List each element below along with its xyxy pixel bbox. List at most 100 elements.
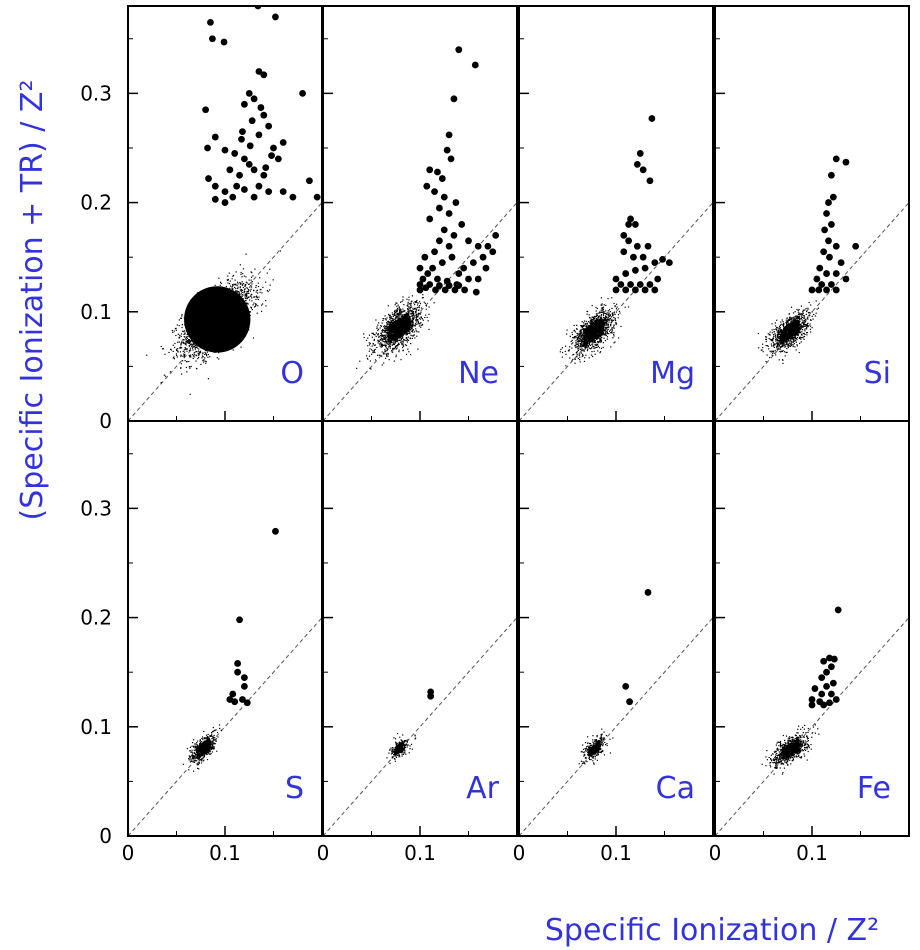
cloud-point — [398, 307, 400, 309]
cloud-point — [219, 335, 221, 337]
cloud-point — [214, 351, 216, 354]
cloud-point — [226, 347, 229, 349]
cloud-point — [199, 313, 202, 315]
cloud-point — [582, 341, 584, 343]
cloud-point — [588, 342, 590, 345]
data-point — [299, 89, 306, 97]
cloud-point — [199, 333, 202, 335]
data-point — [639, 253, 647, 261]
cloud-point — [580, 325, 582, 328]
cloud-point — [216, 297, 218, 299]
cloud-point — [574, 358, 576, 360]
cloud-point — [241, 319, 243, 321]
cloud-point — [377, 339, 379, 341]
cloud-point — [198, 329, 200, 332]
cloud-point — [243, 291, 245, 293]
cloud-point — [224, 319, 228, 322]
cloud-point — [614, 319, 617, 322]
cloud-point — [195, 306, 197, 308]
cloud-point — [202, 330, 205, 333]
cloud-point — [588, 357, 590, 359]
cloud-point — [415, 308, 417, 310]
cloud-point — [219, 299, 221, 302]
cloud-point — [396, 302, 398, 304]
cloud-point — [586, 310, 589, 313]
cloud-point — [206, 308, 208, 310]
cloud-point — [246, 287, 249, 289]
cloud-point — [602, 311, 604, 313]
cloud-point — [572, 337, 575, 339]
cloud-point — [209, 302, 211, 304]
cloud-point — [191, 333, 193, 335]
cloud-point — [192, 326, 194, 328]
cloud-point — [381, 330, 383, 332]
cloud-point — [374, 359, 377, 361]
cloud-point — [231, 330, 233, 332]
cloud-point — [240, 346, 242, 348]
cloud-point — [224, 301, 227, 304]
cloud-point — [240, 315, 243, 317]
cloud-point — [575, 342, 577, 344]
cloud-point — [239, 287, 241, 289]
cloud-point — [578, 338, 581, 340]
cloud-point — [219, 344, 221, 346]
cloud-point — [207, 317, 210, 320]
cloud-point — [232, 309, 234, 311]
cloud-point — [611, 327, 613, 329]
cloud-point — [209, 307, 211, 309]
cloud-point — [234, 310, 236, 312]
cloud-point — [215, 301, 217, 303]
cloud-point — [583, 340, 586, 343]
cloud-point — [208, 307, 211, 309]
cloud-point — [180, 355, 182, 357]
cloud-point — [227, 335, 229, 337]
cloud-point — [229, 293, 232, 295]
cloud-point — [601, 304, 603, 306]
cloud-point — [209, 305, 212, 308]
cloud-point — [195, 318, 197, 320]
cloud-point — [605, 322, 607, 324]
cloud-point — [214, 302, 217, 304]
cloud-point — [214, 310, 218, 313]
cloud-point — [210, 336, 213, 339]
cloud-point — [247, 292, 249, 294]
cloud-point — [409, 307, 411, 310]
cloud-point — [230, 313, 233, 316]
cloud-point — [609, 324, 612, 326]
cloud-point — [428, 313, 430, 316]
cloud-point — [207, 295, 209, 297]
data-point — [438, 259, 446, 267]
cloud-point — [237, 290, 239, 293]
cloud-point — [581, 355, 583, 357]
cloud-point — [200, 295, 202, 297]
cloud-point — [240, 302, 242, 305]
cloud-point — [395, 354, 397, 356]
cloud-point — [382, 353, 384, 355]
cloud-point — [207, 334, 210, 337]
cloud-point — [406, 312, 410, 316]
cloud-point — [230, 324, 232, 326]
cloud-point — [584, 332, 587, 335]
cloud-point — [600, 331, 603, 335]
cloud-point — [585, 332, 589, 336]
cloud-point — [410, 304, 412, 307]
cloud-point — [379, 342, 382, 344]
element-label: O — [280, 356, 304, 391]
cloud-point — [404, 325, 407, 328]
cloud-point — [378, 340, 381, 343]
cloud-point — [204, 360, 206, 362]
cloud-point — [215, 292, 217, 294]
cloud-point — [384, 327, 386, 329]
data-point — [221, 199, 229, 206]
cloud-point — [606, 332, 609, 334]
cloud-point — [212, 297, 214, 299]
cloud-point — [574, 331, 576, 333]
cloud-point — [231, 325, 234, 328]
cloud-point — [411, 320, 413, 322]
cloud-point — [184, 343, 186, 345]
cloud-point — [604, 334, 606, 336]
cloud-point — [407, 301, 409, 303]
cloud-point — [189, 349, 191, 351]
cloud-point — [231, 332, 233, 334]
panels-layer: O Ne Mg SiS Ar Ca Fe — [127, 5, 910, 837]
